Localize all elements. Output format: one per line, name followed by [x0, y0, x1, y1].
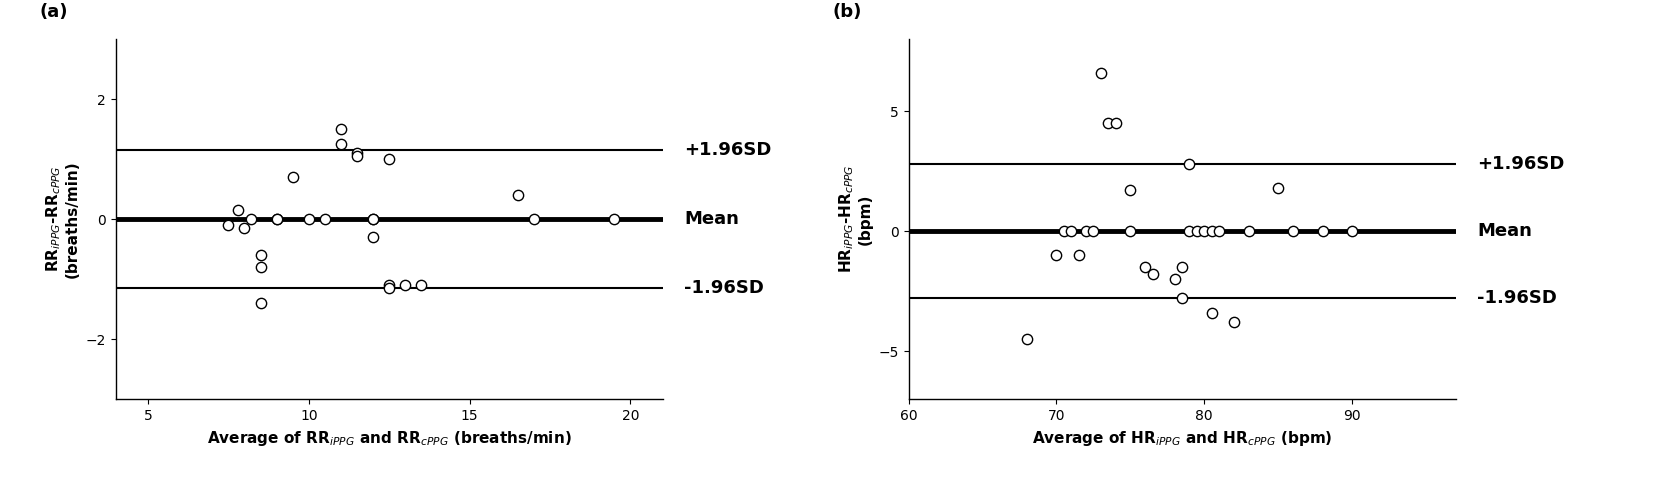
Point: [1338, 227, 1365, 235]
Text: +1.96SD: +1.96SD: [1477, 155, 1565, 173]
Y-axis label: HR$_{iPPG}$-HR$_{cPPG}$
(bpm): HR$_{iPPG}$-HR$_{cPPG}$ (bpm): [837, 165, 873, 274]
Point: [1176, 227, 1202, 235]
Point: [1102, 119, 1128, 127]
Point: [361, 233, 387, 241]
Point: [344, 149, 370, 157]
Point: [1280, 227, 1307, 235]
Point: [1095, 119, 1121, 127]
Point: [1050, 227, 1077, 235]
Point: [296, 215, 323, 223]
Point: [263, 215, 289, 223]
Point: [1221, 318, 1247, 326]
Point: [327, 125, 354, 133]
Y-axis label: RR$_{iPPG}$-RR$_{cPPG}$
(breaths/min): RR$_{iPPG}$-RR$_{cPPG}$ (breaths/min): [45, 160, 79, 278]
Point: [1059, 227, 1085, 235]
Point: [263, 215, 289, 223]
Point: [1088, 69, 1115, 76]
Point: [1176, 160, 1202, 168]
Point: [232, 224, 258, 232]
Point: [375, 284, 402, 292]
Point: [521, 215, 547, 223]
Point: [1206, 227, 1232, 235]
Point: [1140, 270, 1166, 278]
Point: [225, 206, 251, 214]
Point: [1199, 309, 1226, 317]
Text: (b): (b): [832, 3, 862, 21]
Point: [1014, 336, 1040, 343]
Point: [248, 251, 275, 259]
Point: [1169, 295, 1196, 302]
Point: [1044, 251, 1070, 259]
Point: [238, 215, 265, 223]
Point: [1080, 227, 1107, 235]
Point: [327, 140, 354, 148]
X-axis label: Average of HR$_{iPPG}$ and HR$_{cPPG}$ (bpm): Average of HR$_{iPPG}$ and HR$_{cPPG}$ (…: [1032, 429, 1333, 448]
Point: [311, 215, 337, 223]
Point: [375, 281, 402, 289]
Point: [361, 215, 387, 223]
Point: [504, 191, 531, 199]
Point: [1199, 227, 1226, 235]
Text: -1.96SD: -1.96SD: [685, 279, 764, 297]
Point: [1265, 184, 1292, 192]
Text: -1.96SD: -1.96SD: [1477, 289, 1558, 307]
Text: Mean: Mean: [685, 210, 739, 228]
Point: [344, 152, 370, 160]
Point: [1116, 227, 1143, 235]
Text: (a): (a): [40, 3, 68, 21]
Point: [248, 263, 275, 271]
Text: Mean: Mean: [1477, 222, 1532, 240]
Point: [248, 300, 275, 307]
Point: [1184, 227, 1211, 235]
Point: [1065, 251, 1092, 259]
Point: [1169, 263, 1196, 271]
Point: [375, 155, 402, 163]
Point: [1310, 227, 1336, 235]
Point: [215, 221, 241, 229]
Point: [1116, 187, 1143, 194]
X-axis label: Average of RR$_{iPPG}$ and RR$_{cPPG}$ (breaths/min): Average of RR$_{iPPG}$ and RR$_{cPPG}$ (…: [207, 429, 572, 448]
Point: [280, 173, 306, 181]
Point: [1131, 263, 1158, 271]
Point: [600, 215, 627, 223]
Point: [1073, 227, 1100, 235]
Point: [1191, 227, 1217, 235]
Point: [361, 215, 387, 223]
Point: [409, 281, 435, 289]
Point: [392, 281, 418, 289]
Point: [1236, 227, 1262, 235]
Point: [1161, 275, 1188, 283]
Text: +1.96SD: +1.96SD: [685, 141, 772, 159]
